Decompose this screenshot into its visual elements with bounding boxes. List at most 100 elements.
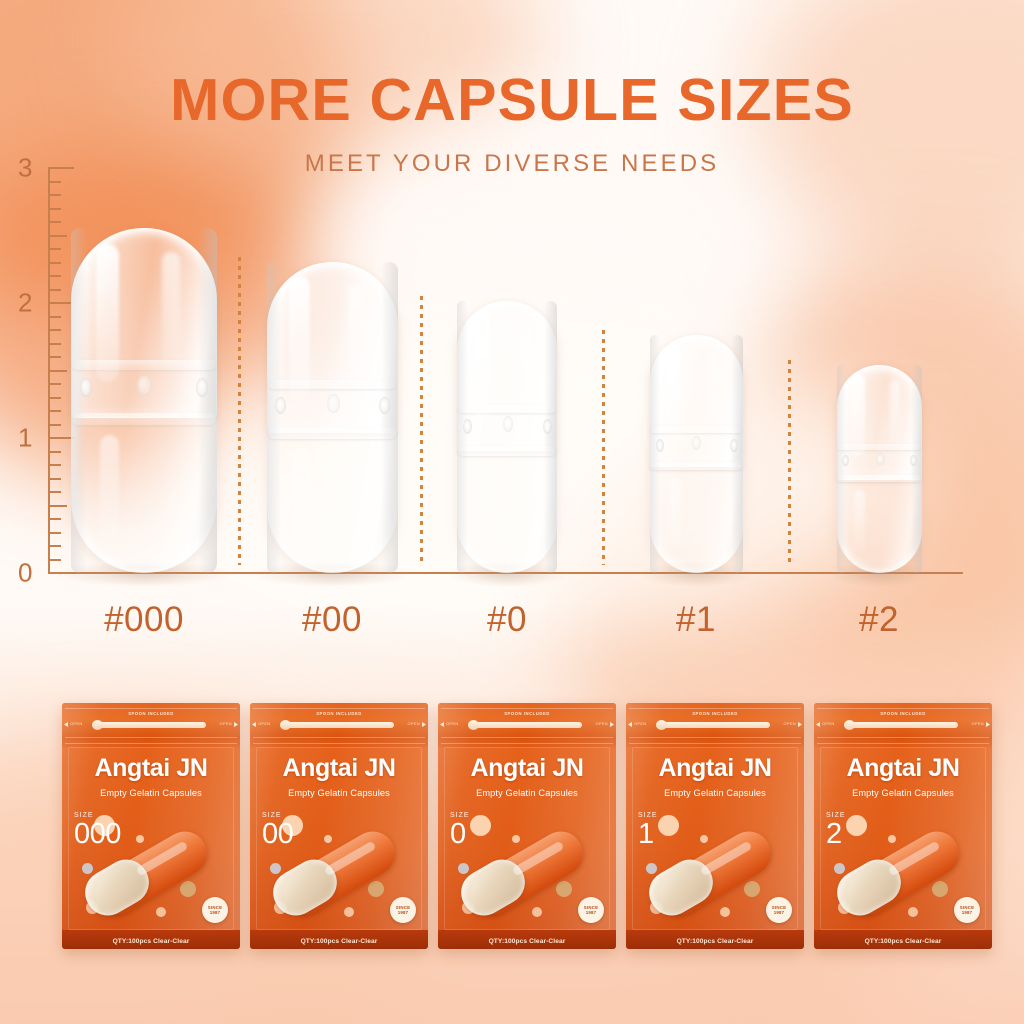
product-package-size-00[interactable]: OPEN OPEN SPOON INCLUDED Angtai JN Empty… [250,703,428,949]
package-size-caption: SIZE [262,812,282,819]
package-decor-dot [932,881,948,897]
capsule-edge-left [266,262,281,573]
package-decor-dot [156,907,166,917]
since-badge-line2: 1987 [209,910,221,915]
capsule-dimple-left [463,419,472,434]
package-size-block: SIZE 000 [74,811,121,849]
package-brand-name: Angtai JN [282,754,396,782]
capsule-dimple-center [326,394,340,413]
package-inner-border [632,747,798,930]
since-badge-line1: SINCE [771,905,787,910]
ruler-tick-label: 2 [18,287,33,318]
package-open-label-left: OPEN [634,721,647,726]
package-bottom-band [438,930,616,949]
package-qty-label: QTY:100pcs Clear-Clear [300,938,378,945]
capsule-highlight-lower [853,490,865,552]
package-tear-notch-right [422,722,426,727]
ruler-tick [48,234,67,237]
ruler-tick [48,396,61,399]
ruler-tick [48,315,61,318]
package-size-caption: SIZE [74,812,94,819]
package-tear-notch-left [252,722,256,727]
since-badge-line1: SINCE [959,905,975,910]
product-package-size-0[interactable]: OPEN OPEN SPOON INCLUDED Angtai JN Empty… [438,703,616,949]
ruler-tick-label: 3 [18,152,33,183]
package-brand-name: Angtai JN [94,754,208,782]
capsule-highlight-secondary [889,380,900,449]
ruler-tick [48,518,61,520]
ruler-axis-baseline [48,572,963,574]
package-spoon-included-label: SPOON INCLUDED [438,711,616,716]
ruler-tick [48,342,61,345]
page-title: MORE CAPSULE SIZES [170,67,854,133]
package-tear-notch-right [798,722,802,727]
capsule-dimple-center [691,436,701,450]
package-product-subtitle: Empty Gelatin Capsules [664,788,766,798]
capsule-size-label: #000 [104,600,184,639]
since-badge: SINCE 1987 [576,895,606,925]
capsule-dimple-right [729,439,738,452]
package-spoon-graphic [284,722,394,728]
capsule-separator-dotted-line [601,330,605,565]
capsule-edge-left [71,228,87,573]
package-open-label-right: OPEN [783,721,796,726]
package-decor-dot [82,863,93,874]
package-size-value: 2 [826,818,842,850]
capsule-edge-right [198,228,217,573]
package-decor-dot [888,835,896,843]
ruler-tick [48,531,61,534]
capsule-rim-lower [458,446,556,456]
ruler-tick [48,477,61,480]
since-badge: SINCE 1987 [388,895,418,925]
package-decor-dot [282,815,303,836]
package-decor-dot [908,907,918,917]
ruler-tick [48,248,61,250]
product-package-size-1[interactable]: OPEN OPEN SPOON INCLUDED Angtai JN Empty… [626,703,804,949]
capsule-no000 [71,228,217,573]
package-decor-dot [180,881,196,897]
ruler-tick [48,329,61,331]
capsule-size-label: #2 [859,600,899,639]
package-tear-notch-left [816,722,820,727]
package-inner-border [444,747,610,930]
package-qty-label: QTY:100pcs Clear-Clear [112,938,190,945]
capsule-dimple-right [378,397,390,414]
package-spoon-graphic [96,722,206,728]
ruler-tick [48,261,61,264]
capsule-edge-right [544,301,557,573]
package-spoon-included-label: SPOON INCLUDED [250,711,428,716]
capsule-dimple-left [841,455,849,466]
capsule-rim-lower [650,462,742,470]
package-product-subtitle: Empty Gelatin Capsules [100,788,202,798]
package-spoon-included-label: SPOON INCLUDED [626,711,804,716]
product-package-size-000[interactable]: OPEN OPEN SPOON INCLUDED Angtai JN Empty… [62,703,240,949]
ruler-tick [48,369,67,372]
package-inner-border [820,747,986,930]
ruler-tick [48,356,61,358]
package-tear-notch-left [628,722,632,727]
package-decor-dot [94,815,115,836]
ruler-tick [48,572,74,574]
since-badge-line2: 1987 [773,910,785,915]
capsule-edge-left [836,365,846,573]
capsule-highlight-primary [850,374,865,457]
capsule-highlight-lower [292,449,310,542]
capsule-highlight-primary [474,313,490,422]
capsule-highlight-primary [288,276,310,400]
package-bottom-band [626,930,804,949]
package-size-caption: SIZE [450,812,470,819]
package-tear-notch-right [610,722,614,727]
capsule-highlight-primary [96,244,119,382]
package-size-block: SIZE 00 [262,811,294,849]
capsule-edge-right [910,365,922,573]
package-decor-dot [344,907,354,917]
product-package-size-2[interactable]: OPEN OPEN SPOON INCLUDED Angtai JN Empty… [814,703,992,949]
ruler-tick [48,383,61,385]
package-decor-dot [834,863,845,874]
package-spoon-head-icon [92,720,103,730]
capsule-highlight-secondary [347,284,364,387]
capsule-separator-dotted-line [238,257,241,565]
capsule-rim-lower [837,475,921,482]
